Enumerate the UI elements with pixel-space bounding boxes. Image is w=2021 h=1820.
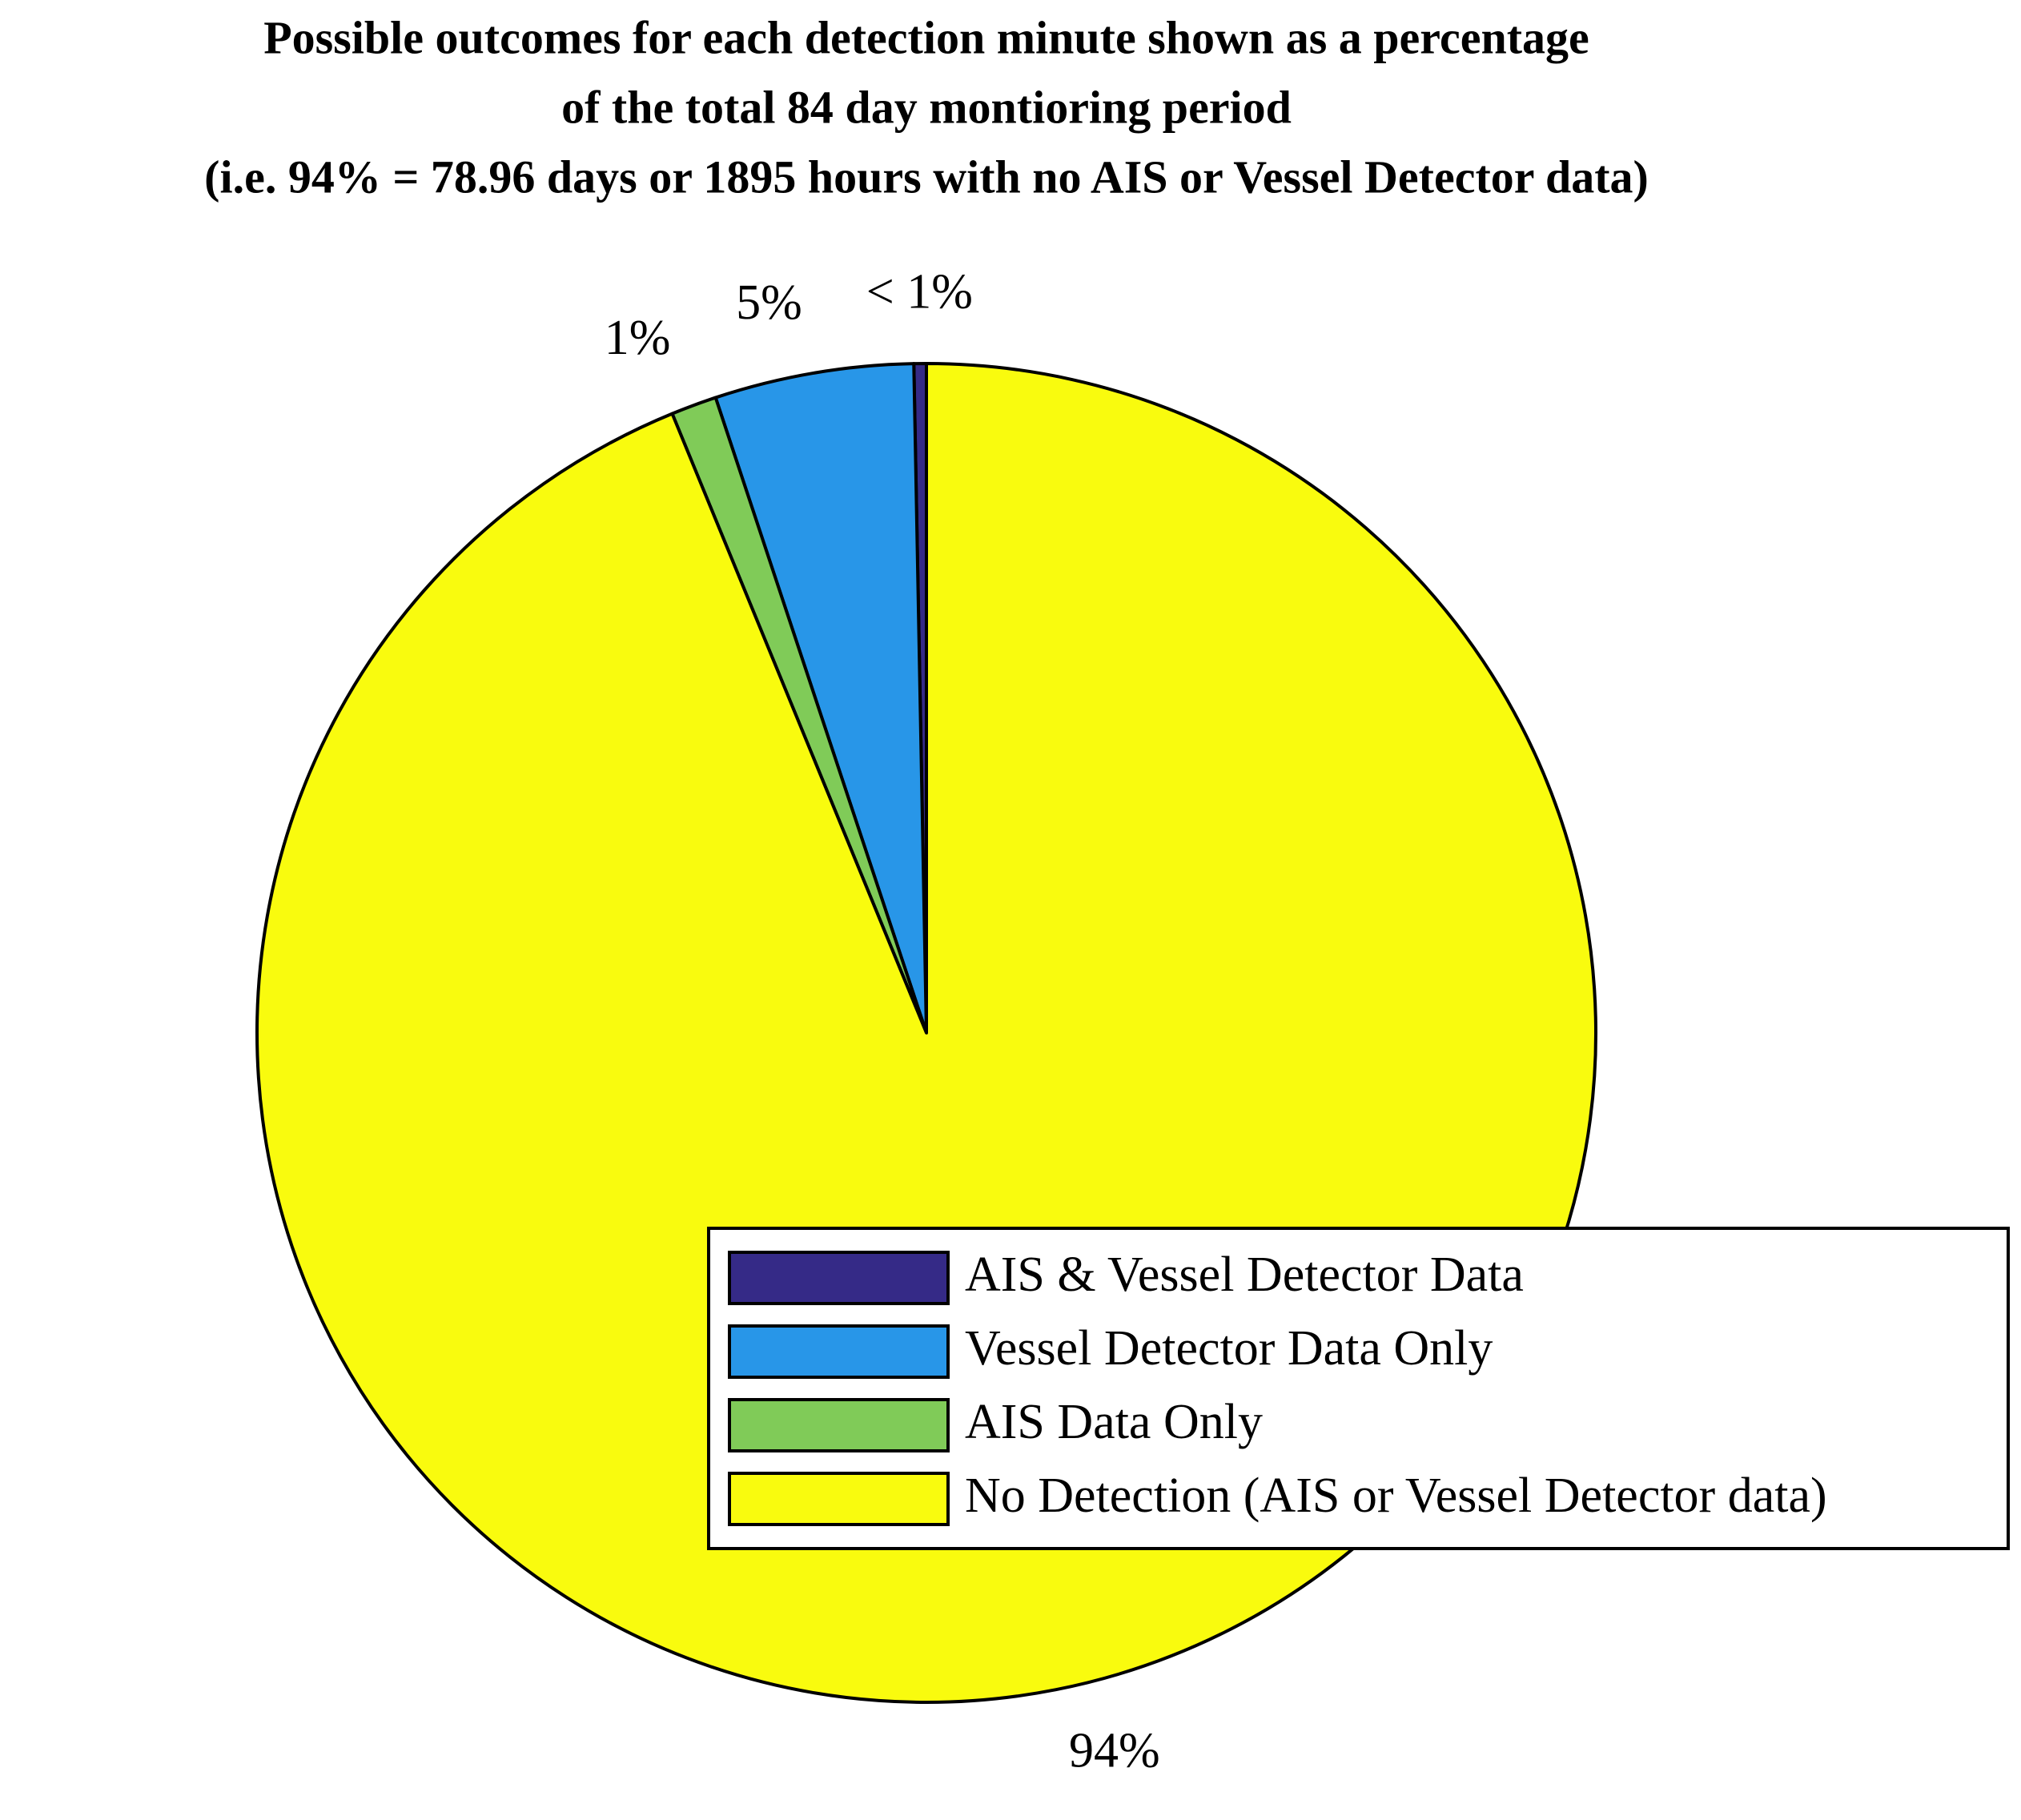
pie-slice [713, 362, 928, 1035]
legend-label: AIS & Vessel Detector Data [965, 1247, 1524, 1302]
legend-label: Vessel Detector Data Only [965, 1321, 1493, 1376]
chart-title: (i.e. 94% = 78.96 days or 1895 hours wit… [204, 151, 1649, 203]
legend-label: No Detection (AIS or Vessel Detector dat… [965, 1468, 1827, 1523]
legend-swatch [728, 1398, 950, 1452]
legend-swatch [728, 1472, 950, 1526]
slice-label: 94% [1069, 1723, 1160, 1778]
chart-title: of the total 84 day montioring period [561, 81, 1292, 133]
legend-label: AIS Data Only [965, 1395, 1263, 1449]
legend-swatch [728, 1251, 950, 1305]
slice-label: 5% [736, 275, 802, 330]
legend-swatch [728, 1324, 950, 1379]
slice-label: < 1% [866, 265, 973, 319]
chart-title: Possible outcomes for each detection min… [263, 11, 1589, 63]
slice-label: 1% [605, 311, 671, 365]
